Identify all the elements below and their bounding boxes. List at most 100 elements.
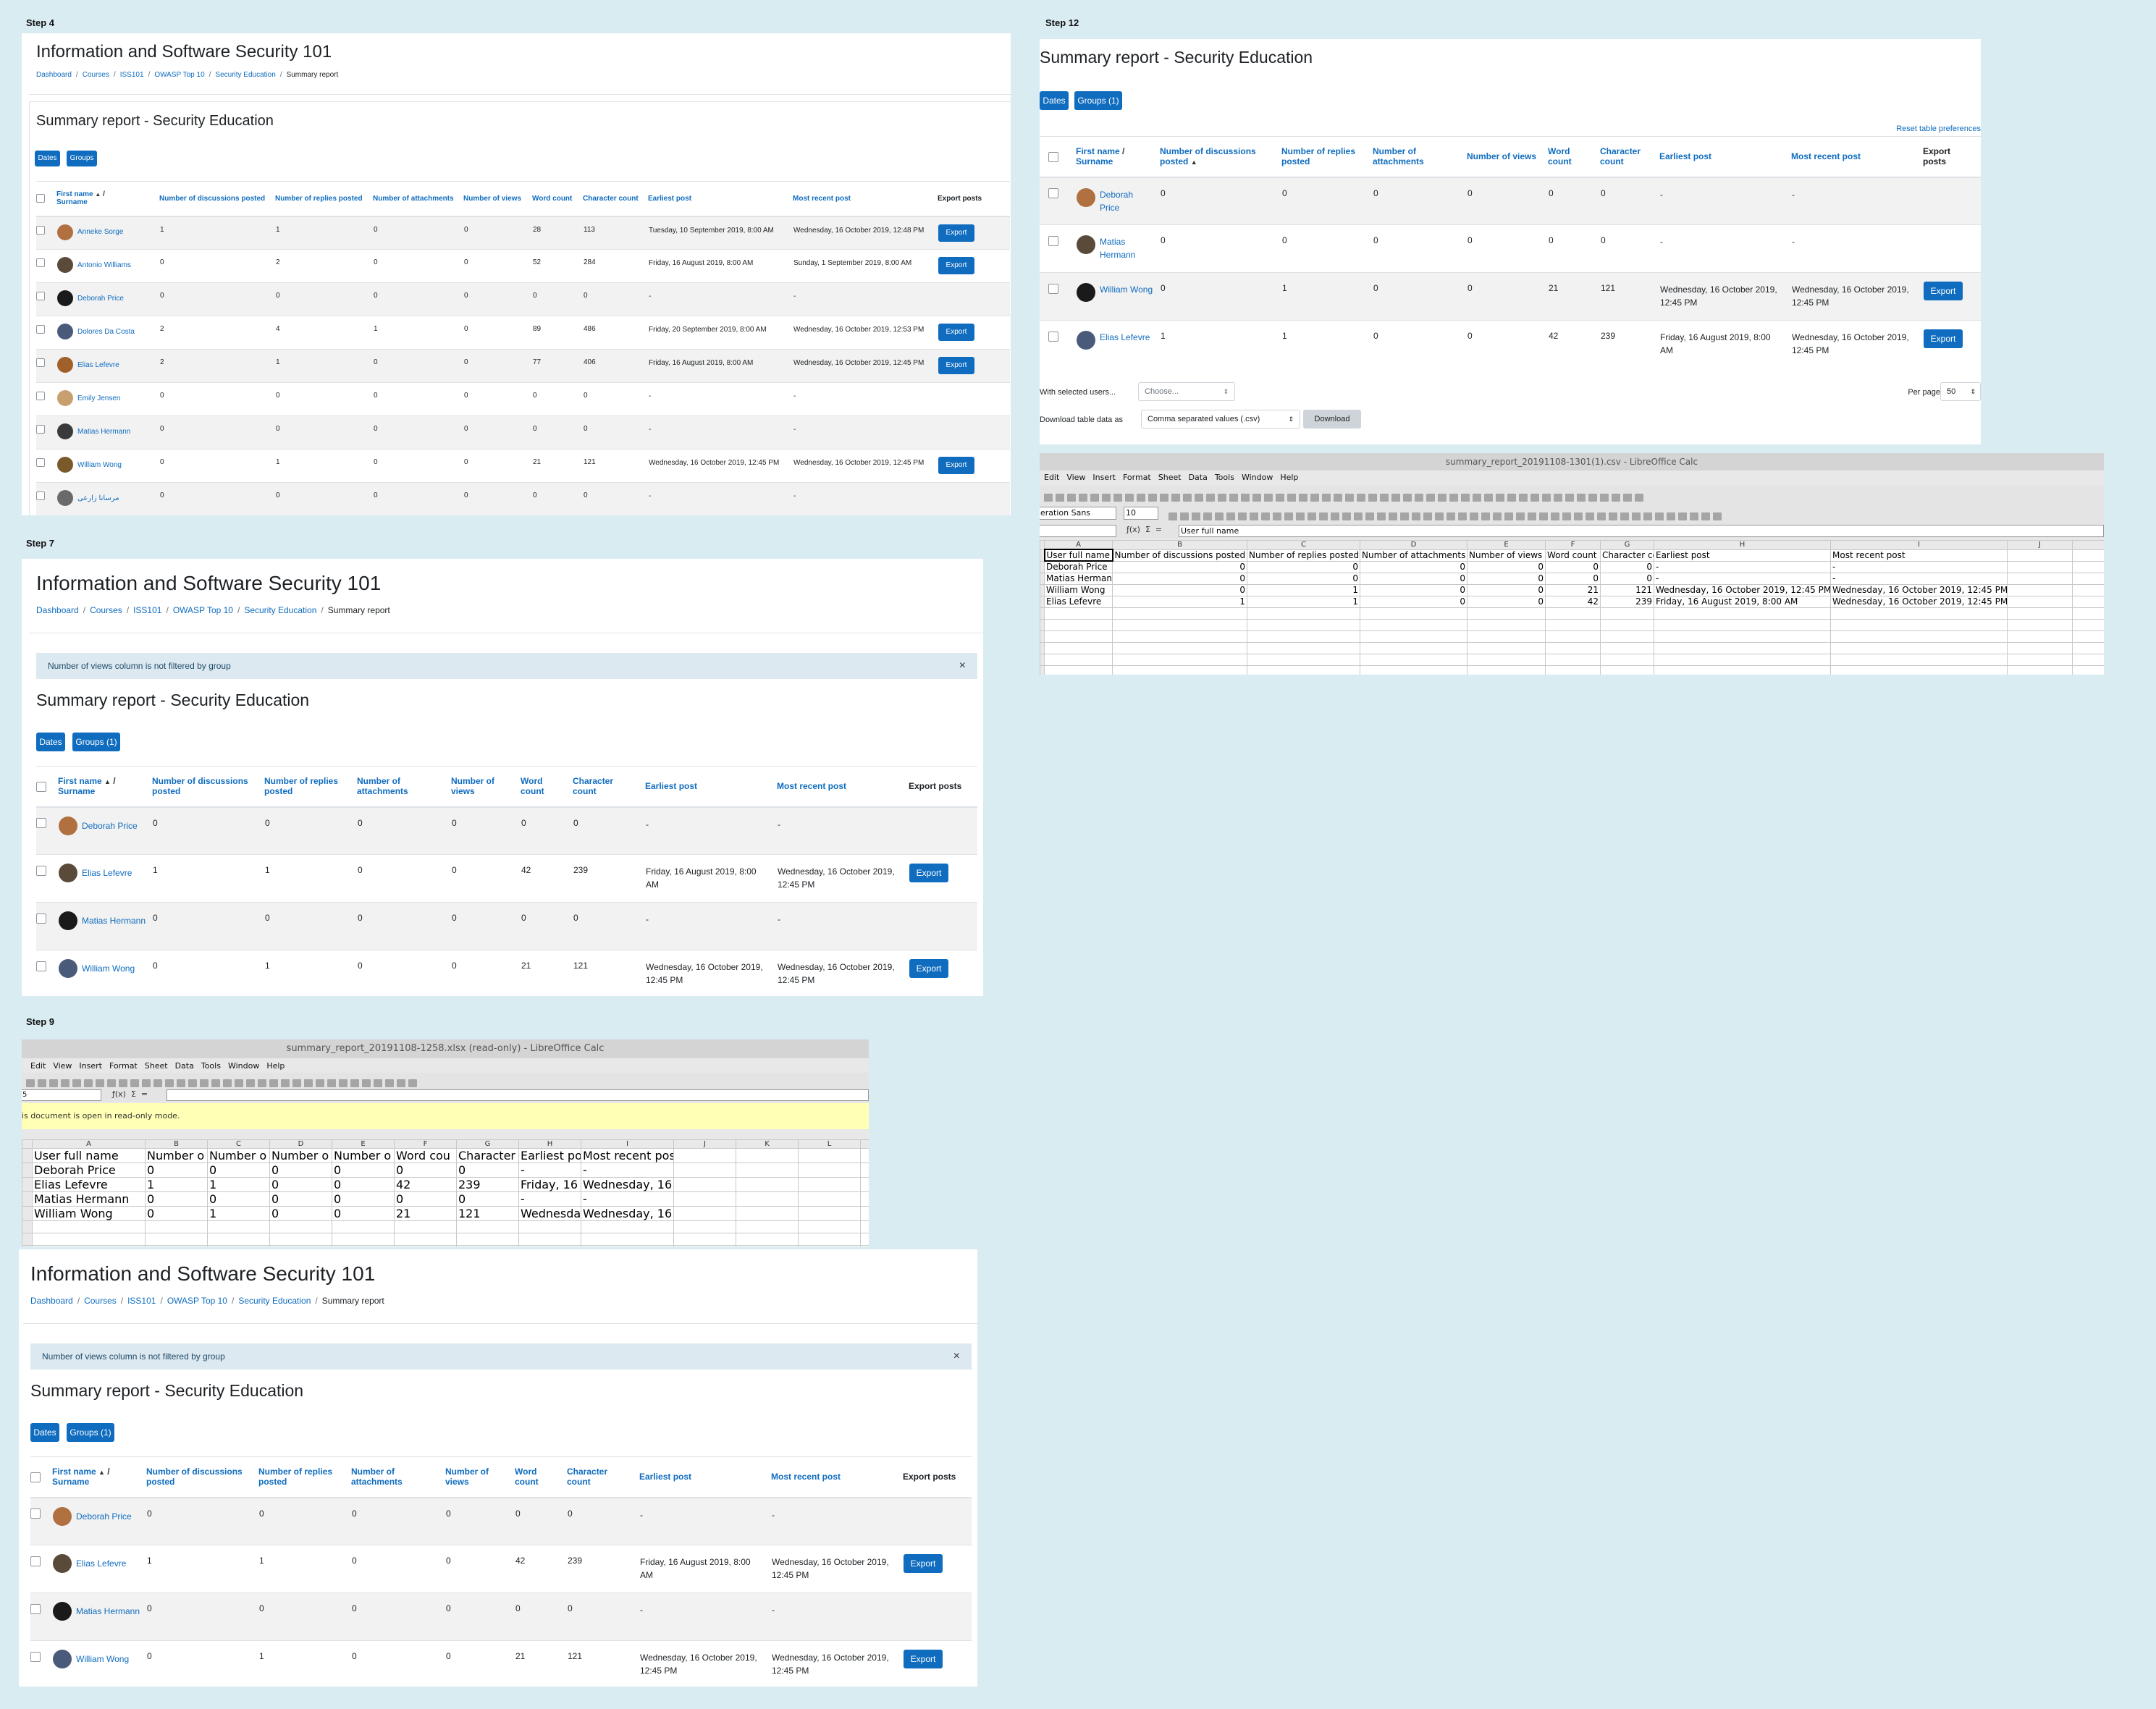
cell[interactable] [1247, 630, 1360, 643]
cell[interactable] [1545, 618, 1601, 631]
col-earliest[interactable]: Earliest post [639, 1456, 771, 1498]
column-header[interactable]: H [518, 1139, 581, 1149]
toolbar-icon[interactable] [1310, 494, 1319, 502]
export-button[interactable]: Export [909, 959, 948, 978]
cell[interactable] [269, 1220, 332, 1233]
groups-button[interactable]: Groups (1) [67, 1423, 114, 1442]
cell[interactable] [581, 1245, 674, 1246]
toolbar-icon[interactable] [1380, 494, 1389, 502]
toolbar-icon[interactable] [1473, 494, 1481, 502]
cell[interactable] [1600, 618, 1654, 631]
crumb-courses[interactable]: Courses [90, 605, 122, 615]
col-discussions[interactable]: Number of discussions posted [159, 181, 275, 217]
col-recent[interactable]: Most recent post [1791, 136, 1923, 178]
col-discussions[interactable]: Number of discussions posted [146, 1456, 258, 1498]
toolbar-icon[interactable] [1195, 494, 1203, 502]
menu-help[interactable]: Help [1280, 473, 1299, 482]
cell[interactable]: 0 [1545, 560, 1601, 573]
select-all-checkbox[interactable] [1048, 151, 1058, 162]
toolbar-icon[interactable] [362, 1079, 371, 1087]
toolbar-icon[interactable] [1252, 494, 1261, 502]
toolbar-icon[interactable] [1250, 512, 1258, 520]
toolbar-icon[interactable] [1667, 512, 1675, 520]
crumb-courses[interactable]: Courses [82, 71, 109, 79]
cell[interactable]: - [518, 1191, 581, 1207]
cell[interactable] [456, 1245, 519, 1246]
user-name-link[interactable]: Deborah Price [58, 806, 152, 855]
user-name-link[interactable]: Elias Lefevre [56, 349, 159, 383]
cell[interactable] [1112, 641, 1247, 654]
toolbar-icon[interactable] [246, 1079, 255, 1087]
per-page-select[interactable]: 50 ⇕ [1940, 382, 1981, 401]
row-checkbox[interactable] [1048, 188, 1058, 199]
cell[interactable] [1044, 630, 1113, 643]
cell[interactable] [1830, 664, 2008, 675]
col-words[interactable]: Word count [532, 181, 583, 217]
cell[interactable]: 0 [1360, 560, 1467, 573]
row-checkbox[interactable] [36, 913, 46, 924]
cell[interactable] [1600, 641, 1654, 654]
column-header[interactable]: I [1830, 540, 2008, 550]
toolbar-icon[interactable] [374, 1079, 382, 1087]
cell[interactable]: 0 [456, 1162, 519, 1178]
cell[interactable] [1654, 607, 1831, 620]
toolbar-icon[interactable] [1426, 494, 1435, 502]
cell[interactable] [860, 1220, 869, 1233]
col-views[interactable]: Number of views [451, 766, 521, 808]
cell[interactable] [145, 1220, 208, 1233]
col-earliest[interactable]: Earliest post [645, 766, 777, 808]
toolbar-icon[interactable] [119, 1079, 127, 1087]
toolbar-icon[interactable] [235, 1079, 243, 1087]
col-views[interactable]: Number of views [1467, 136, 1548, 178]
cell[interactable]: 0 [207, 1162, 270, 1178]
cell[interactable] [736, 1245, 799, 1246]
cell[interactable] [32, 1220, 146, 1233]
cell[interactable]: - [581, 1191, 674, 1207]
toolbar-icon[interactable] [1273, 512, 1281, 520]
row-checkbox[interactable] [1048, 283, 1058, 294]
toolbar-icon[interactable] [1342, 512, 1351, 520]
cell[interactable] [1247, 641, 1360, 654]
cell[interactable] [207, 1245, 270, 1246]
cell[interactable]: 0 [332, 1162, 395, 1178]
toolbar-icon[interactable] [339, 1079, 348, 1087]
cell[interactable]: - [518, 1162, 581, 1178]
cell[interactable] [269, 1245, 332, 1246]
cell[interactable] [1044, 618, 1113, 631]
cell[interactable] [332, 1233, 395, 1246]
toolbar-icon[interactable] [130, 1079, 139, 1087]
col-words[interactable]: Word count [521, 766, 573, 808]
function-wizard-icon[interactable]: ƒ(x) Σ = [1127, 525, 1163, 534]
toolbar-icon[interactable] [1458, 512, 1467, 520]
crumb-security-education[interactable]: Security Education [238, 1296, 311, 1306]
cell[interactable] [736, 1148, 799, 1163]
download-format-select[interactable]: Comma separated values (.csv) ⇕ [1141, 410, 1300, 429]
user-name-link[interactable]: Emily Jensen [56, 382, 159, 416]
toolbar-icon[interactable] [1643, 512, 1652, 520]
cell[interactable] [1467, 664, 1546, 675]
cell[interactable]: 0 [1467, 572, 1546, 585]
cell[interactable]: Most recent post [1830, 549, 2008, 562]
row-checkbox[interactable] [36, 358, 45, 367]
cell[interactable]: 0 [332, 1206, 395, 1221]
cell[interactable]: 0 [269, 1206, 332, 1221]
cell[interactable] [673, 1233, 736, 1246]
crumb-dashboard[interactable]: Dashboard [30, 1296, 73, 1306]
cell[interactable]: 0 [1247, 560, 1360, 573]
export-button[interactable]: Export [938, 257, 974, 274]
row-checkbox[interactable] [36, 865, 46, 876]
toolbar-icon[interactable] [1322, 494, 1331, 502]
cell[interactable]: 0 [332, 1177, 395, 1192]
toolbar-icon[interactable] [1368, 494, 1377, 502]
cell[interactable] [207, 1220, 270, 1233]
cell[interactable] [860, 1233, 869, 1246]
toolbar-icon[interactable] [1690, 512, 1698, 520]
cell[interactable]: 0 [1112, 572, 1247, 585]
cell[interactable] [581, 1220, 674, 1233]
col-words[interactable]: Word count [1548, 136, 1600, 178]
cell[interactable] [518, 1220, 581, 1233]
cell[interactable] [1830, 630, 2008, 643]
toolbar-icon[interactable] [1635, 494, 1643, 502]
cell[interactable] [1830, 607, 2008, 620]
cell[interactable]: 1 [207, 1206, 270, 1221]
